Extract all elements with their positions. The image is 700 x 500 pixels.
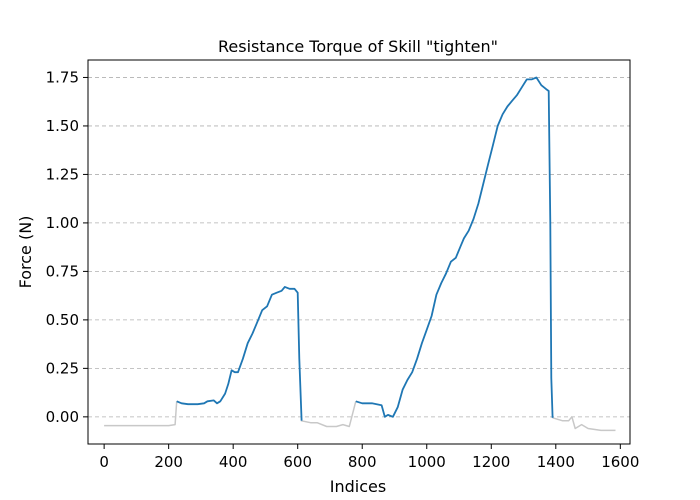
- background-series-line: [300, 401, 357, 428]
- x-tick-label: 800: [348, 453, 377, 471]
- background-series-line: [104, 401, 178, 427]
- y-tick-label: 0.00: [46, 408, 79, 426]
- y-tick-label: 1.00: [46, 214, 79, 232]
- grid-lines: [88, 77, 630, 418]
- x-tick-label: 400: [219, 453, 248, 471]
- chart-title: Resistance Torque of Skill "tighten": [218, 37, 498, 56]
- x-axis-ticks: 0 200 400 600 800 1000 1200 1400 1600: [99, 444, 639, 471]
- y-tick-label: 0.75: [46, 262, 79, 280]
- y-tick-label: 0.50: [46, 311, 79, 329]
- x-tick-label: 1600: [601, 453, 639, 471]
- series-lines: [104, 76, 616, 432]
- x-axis-label: Indices: [330, 477, 386, 496]
- y-tick-label: 1.50: [46, 117, 79, 135]
- background-series-line: [552, 416, 616, 432]
- x-tick-label: 1200: [472, 453, 510, 471]
- plot-frame: [87, 59, 631, 445]
- y-tick-label: 1.75: [46, 68, 79, 86]
- x-tick-label: 1400: [537, 453, 575, 471]
- active-series-line: [176, 286, 303, 421]
- active-series-line: [355, 76, 554, 418]
- y-tick-label: 1.25: [46, 165, 79, 183]
- y-tick-label: 0.25: [46, 359, 79, 377]
- x-tick-label: 1000: [408, 453, 446, 471]
- x-tick-label: 600: [283, 453, 312, 471]
- x-tick-label: 0: [99, 453, 109, 471]
- x-tick-label: 200: [154, 453, 183, 471]
- y-axis-ticks: 0.00 0.25 0.50 0.75 1.00 1.25 1.50 1.75: [46, 68, 88, 426]
- y-axis-label: Force (N): [16, 216, 35, 289]
